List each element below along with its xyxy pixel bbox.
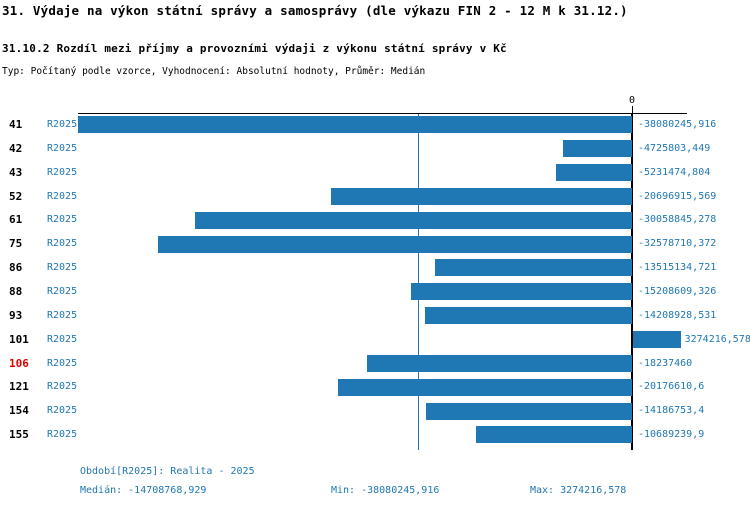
row-category-label: 41 (9, 118, 23, 131)
row-value-label: -10689239,9 (638, 429, 705, 441)
row-series-label: R2025 (47, 381, 78, 393)
row-series-label: R2025 (47, 262, 78, 274)
median-stat: Medián: -14708768,929 (80, 485, 207, 496)
row-value-label: -30058845,278 (638, 214, 717, 226)
zero-tick-label: 0 (628, 95, 636, 106)
chart-row: 88 R2025 -15208609,326 (0, 280, 750, 304)
min-stat: Min: -38080245,916 (331, 485, 440, 496)
row-series-label: R2025 (47, 357, 78, 369)
row-series-label: R2025 (47, 333, 78, 345)
chart-row: 86 R2025 -13515134,721 (0, 256, 750, 280)
chart-row: 121 R2025 -20176610,6 (0, 375, 750, 399)
row-category-label: 121 (9, 380, 29, 394)
row-category-label: 101 (9, 332, 29, 346)
row-category-label: 86 (9, 261, 23, 275)
row-category-label: 155 (9, 428, 29, 442)
row-value-label: -32578710,372 (638, 238, 717, 250)
row-value-label: -20696915,569 (638, 190, 717, 202)
row-series-label: R2025 (47, 166, 78, 178)
row-category-label: 75 (9, 237, 23, 251)
section-subtitle: 31.10.2 Rozdíl mezi příjmy a provozními … (2, 42, 507, 55)
chart-row: 106 R2025 -18237460 (0, 352, 750, 376)
row-series-label: R2025 (47, 214, 78, 226)
value-bar (330, 187, 632, 205)
chart-row: 154 R2025 -14186753,4 (0, 399, 750, 423)
chart-row: 52 R2025 -20696915,569 (0, 185, 750, 209)
value-bar (555, 164, 632, 182)
row-value-label: -4725803,449 (638, 142, 711, 154)
chart-row: 61 R2025 -30058845,278 (0, 208, 750, 232)
value-bar (410, 283, 632, 301)
row-series-label: R2025 (47, 309, 78, 321)
zero-tick-mark (631, 106, 633, 113)
row-series-label: R2025 (47, 119, 78, 130)
row-value-label: -14208928,531 (638, 309, 717, 321)
value-bar (78, 116, 632, 134)
row-category-label: 61 (9, 213, 23, 227)
row-series-label: R2025 (47, 238, 78, 250)
row-series-label: R2025 (47, 190, 78, 202)
row-category-label: 43 (9, 165, 23, 179)
value-bar (425, 307, 632, 325)
value-bar (425, 402, 632, 420)
max-stat: Max: 3274216,578 (530, 485, 627, 496)
row-value-label: -5231474,804 (638, 166, 711, 178)
value-bar (338, 378, 632, 396)
chart-row: 93 R2025 -14208928,531 (0, 304, 750, 328)
chart-row: 101 R2025 3274216,578 (0, 328, 750, 352)
period-label: Období[R2025]: Realita - 2025 (80, 466, 255, 477)
value-bar (194, 211, 632, 229)
row-category-label: 52 (9, 189, 23, 203)
chart-row: 41 R2025 -38080245,916 (0, 113, 750, 137)
chart-row: 75 R2025 -32578710,372 (0, 232, 750, 256)
metric-type-line: Typ: Počítaný podle vzorce, Vyhodnocení:… (2, 66, 426, 77)
value-bar (563, 140, 632, 158)
row-category-label: 106 (9, 356, 29, 370)
chart-row: 43 R2025 -5231474,804 (0, 161, 750, 185)
x-axis-line (78, 113, 687, 114)
row-value-label: -18237460 (638, 357, 693, 369)
row-series-label: R2025 (47, 405, 78, 417)
row-value-label: -14186753,4 (638, 405, 705, 417)
row-value-label: -15208609,326 (638, 285, 717, 297)
value-bar (476, 426, 632, 444)
value-bar (435, 259, 632, 277)
chart-row: 42 R2025 -4725803,449 (0, 137, 750, 161)
row-series-label: R2025 (47, 142, 78, 154)
value-bar (158, 235, 632, 253)
row-value-label: -13515134,721 (638, 262, 717, 274)
row-category-label: 88 (9, 284, 23, 298)
median-line (418, 114, 419, 450)
row-category-label: 93 (9, 308, 23, 322)
row-series-label: R2025 (47, 285, 78, 297)
report-title: 31. Výdaje na výkon státní správy a samo… (2, 3, 628, 18)
row-category-label: 154 (9, 404, 29, 418)
value-bar (633, 331, 681, 349)
row-value-label: -38080245,916 (638, 119, 717, 130)
row-value-label: -20176610,6 (638, 381, 705, 393)
zero-baseline (631, 113, 633, 450)
value-bar (366, 354, 632, 372)
row-category-label: 42 (9, 141, 23, 155)
chart-row: 155 R2025 -10689239,9 (0, 423, 750, 447)
row-series-label: R2025 (47, 429, 78, 441)
row-value-label: 3274216,578 (684, 333, 750, 345)
